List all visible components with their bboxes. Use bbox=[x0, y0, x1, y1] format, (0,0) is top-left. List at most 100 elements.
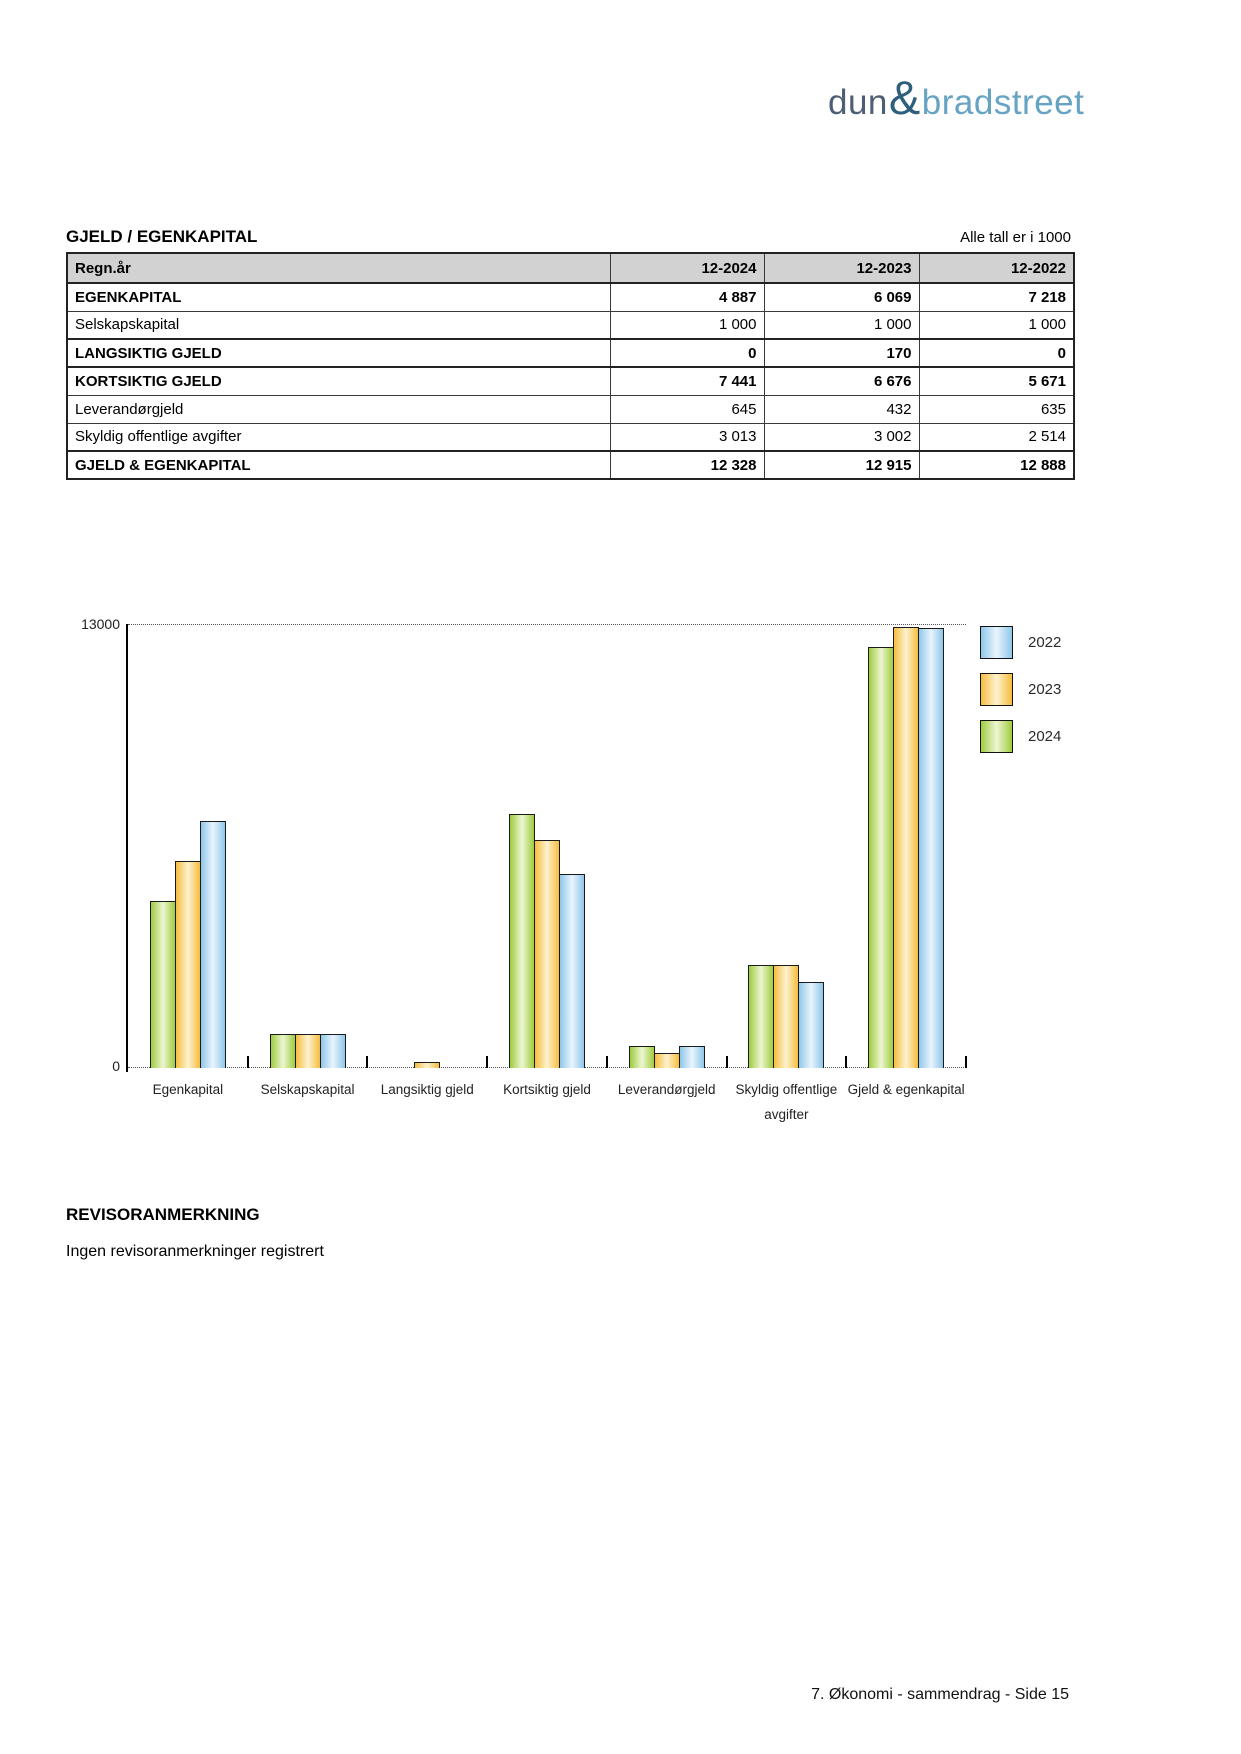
row-value-cell: 0 bbox=[609, 338, 765, 368]
bar-2023 bbox=[893, 627, 920, 1068]
x-axis-category-label: Selskapskapital bbox=[260, 1082, 355, 1097]
bar-2023 bbox=[653, 1053, 680, 1068]
bar-2022 bbox=[798, 982, 825, 1068]
table-body: EGENKAPITAL 4 887 6 069 7 218 Selskapskapita… bbox=[66, 282, 1075, 480]
table-row: LANGSIKTIG GJELD 0 170 0 bbox=[66, 338, 1075, 368]
bar-2022 bbox=[678, 1046, 705, 1068]
table-row: EGENKAPITAL 4 887 6 069 7 218 bbox=[66, 282, 1075, 312]
bar-2022 bbox=[199, 821, 226, 1068]
column-header: 12-2024 bbox=[609, 252, 765, 284]
bar-2023 bbox=[174, 861, 201, 1068]
y-axis-max-label: 13000 bbox=[81, 616, 120, 632]
chart-category-slot bbox=[727, 625, 847, 1068]
ampersand-icon: & bbox=[888, 71, 921, 124]
x-axis-tick bbox=[725, 1056, 728, 1068]
row-label-cell: Selskapskapital bbox=[66, 310, 611, 340]
bar-group bbox=[367, 625, 487, 1068]
chart-category-slot bbox=[128, 625, 248, 1068]
page-footer: 7. Økonomi - sammendrag - Side 15 bbox=[811, 1686, 1069, 1703]
row-value-cell: 12 888 bbox=[918, 450, 1075, 480]
row-value-cell: 645 bbox=[609, 394, 765, 424]
x-axis-tick bbox=[486, 1056, 489, 1068]
table-row: KORTSIKTIG GJELD 7 441 6 676 5 671 bbox=[66, 366, 1075, 396]
bar-group bbox=[846, 625, 966, 1068]
x-axis-tick bbox=[605, 1056, 608, 1068]
x-axis-tick bbox=[965, 1056, 967, 1068]
legend-item: 2022 bbox=[980, 626, 1061, 659]
y-axis-line bbox=[126, 624, 128, 1072]
bar-2023 bbox=[773, 965, 800, 1068]
x-axis-category-label: Langsiktig gjeld bbox=[380, 1082, 474, 1097]
row-value-cell: 5 671 bbox=[918, 366, 1075, 396]
row-value-cell: 7 441 bbox=[609, 366, 765, 396]
bar-2024 bbox=[269, 1034, 296, 1068]
row-value-cell: 6 069 bbox=[763, 282, 920, 312]
row-label-cell: KORTSIKTIG GJELD bbox=[66, 366, 611, 396]
row-label-cell: LANGSIKTIG GJELD bbox=[66, 338, 611, 368]
chart-category-slot bbox=[607, 625, 727, 1068]
row-value-cell: 1 000 bbox=[763, 310, 920, 340]
revisor-text: Ingen revisoranmerkninger registrert bbox=[66, 1243, 324, 1260]
column-header: 12-2022 bbox=[918, 252, 1075, 284]
table-header-row: Regn.år 12-2024 12-2023 12-2022 bbox=[66, 252, 1075, 284]
row-value-cell: 432 bbox=[763, 394, 920, 424]
table-row: Leverandørgjeld 645 432 635 bbox=[66, 394, 1075, 424]
y-axis-zero-label: 0 bbox=[112, 1058, 120, 1074]
legend-label: 2022 bbox=[1028, 634, 1062, 651]
x-axis-tick bbox=[246, 1056, 249, 1068]
x-axis-category-label: Egenkapital bbox=[152, 1082, 224, 1097]
bar-2024 bbox=[868, 647, 895, 1068]
row-label-cell: GJELD & EGENKAPITAL bbox=[66, 450, 611, 480]
section-title: GJELD / EGENKAPITAL bbox=[66, 227, 258, 246]
bar-2024 bbox=[149, 901, 176, 1068]
legend-swatch-2023 bbox=[980, 673, 1013, 706]
bar-2022 bbox=[319, 1034, 346, 1068]
x-axis-category-label: Gjeld & egenkapital bbox=[847, 1082, 965, 1097]
bar-2023 bbox=[414, 1062, 441, 1068]
x-axis-category-label: Leverandørgjeld bbox=[617, 1082, 716, 1097]
x-axis-category-label: Kortsiktig gjeld bbox=[503, 1082, 591, 1097]
chart-category-slot bbox=[248, 625, 368, 1068]
bar-group bbox=[727, 625, 847, 1068]
units-note: Alle tall er i 1000 bbox=[960, 229, 1071, 246]
dun-bradstreet-logo: dun & bradstreet bbox=[828, 74, 1084, 123]
row-value-cell: 170 bbox=[763, 338, 920, 368]
bar-group bbox=[248, 625, 368, 1068]
row-value-cell: 3 002 bbox=[763, 422, 920, 452]
x-axis-labels: Egenkapital Selskapskapital Langsiktig gje… bbox=[128, 1078, 966, 1138]
table-row: Selskapskapital 1 000 1 000 1 000 bbox=[66, 310, 1075, 340]
column-header: Regn.år bbox=[66, 252, 611, 284]
legend-label: 2024 bbox=[1028, 728, 1062, 745]
legend-swatch-2022 bbox=[980, 626, 1013, 659]
bar-group bbox=[487, 625, 607, 1068]
row-value-cell: 12 915 bbox=[763, 450, 920, 480]
bar-2023 bbox=[533, 840, 560, 1068]
chart-category-slot bbox=[846, 625, 966, 1068]
revisor-heading: REVISORANMERKNING bbox=[66, 1205, 260, 1224]
x-axis-tick bbox=[366, 1056, 369, 1068]
bar-2024 bbox=[628, 1046, 655, 1068]
x-axis-tick bbox=[845, 1056, 848, 1068]
bar-2024 bbox=[748, 965, 775, 1068]
row-value-cell: 1 000 bbox=[918, 310, 1075, 340]
gjeld-egenkapital-table: Regn.år 12-2024 12-2023 12-2022 EGENKAPI… bbox=[66, 252, 1075, 480]
chart-legend: 2022 2023 2024 bbox=[980, 626, 1061, 767]
chart-plot bbox=[128, 624, 967, 1068]
bar-group bbox=[607, 625, 727, 1068]
row-value-cell: 12 328 bbox=[609, 450, 765, 480]
row-value-cell: 635 bbox=[918, 394, 1075, 424]
row-label-cell: Skyldig offentlige avgifter bbox=[66, 422, 611, 452]
bar-2023 bbox=[294, 1034, 321, 1068]
legend-label: 2023 bbox=[1028, 681, 1062, 698]
legend-item: 2024 bbox=[980, 720, 1061, 753]
row-label-cell: EGENKAPITAL bbox=[66, 282, 611, 312]
legend-swatch-2024 bbox=[980, 720, 1013, 753]
bar-group bbox=[128, 625, 248, 1068]
bar-2022 bbox=[918, 628, 945, 1068]
x-axis-category-label: Skyldig offentlige avgifter bbox=[735, 1082, 838, 1122]
row-value-cell: 2 514 bbox=[918, 422, 1075, 452]
row-value-cell: 4 887 bbox=[609, 282, 765, 312]
row-value-cell: 1 000 bbox=[609, 310, 765, 340]
chart-category-slot bbox=[487, 625, 607, 1068]
